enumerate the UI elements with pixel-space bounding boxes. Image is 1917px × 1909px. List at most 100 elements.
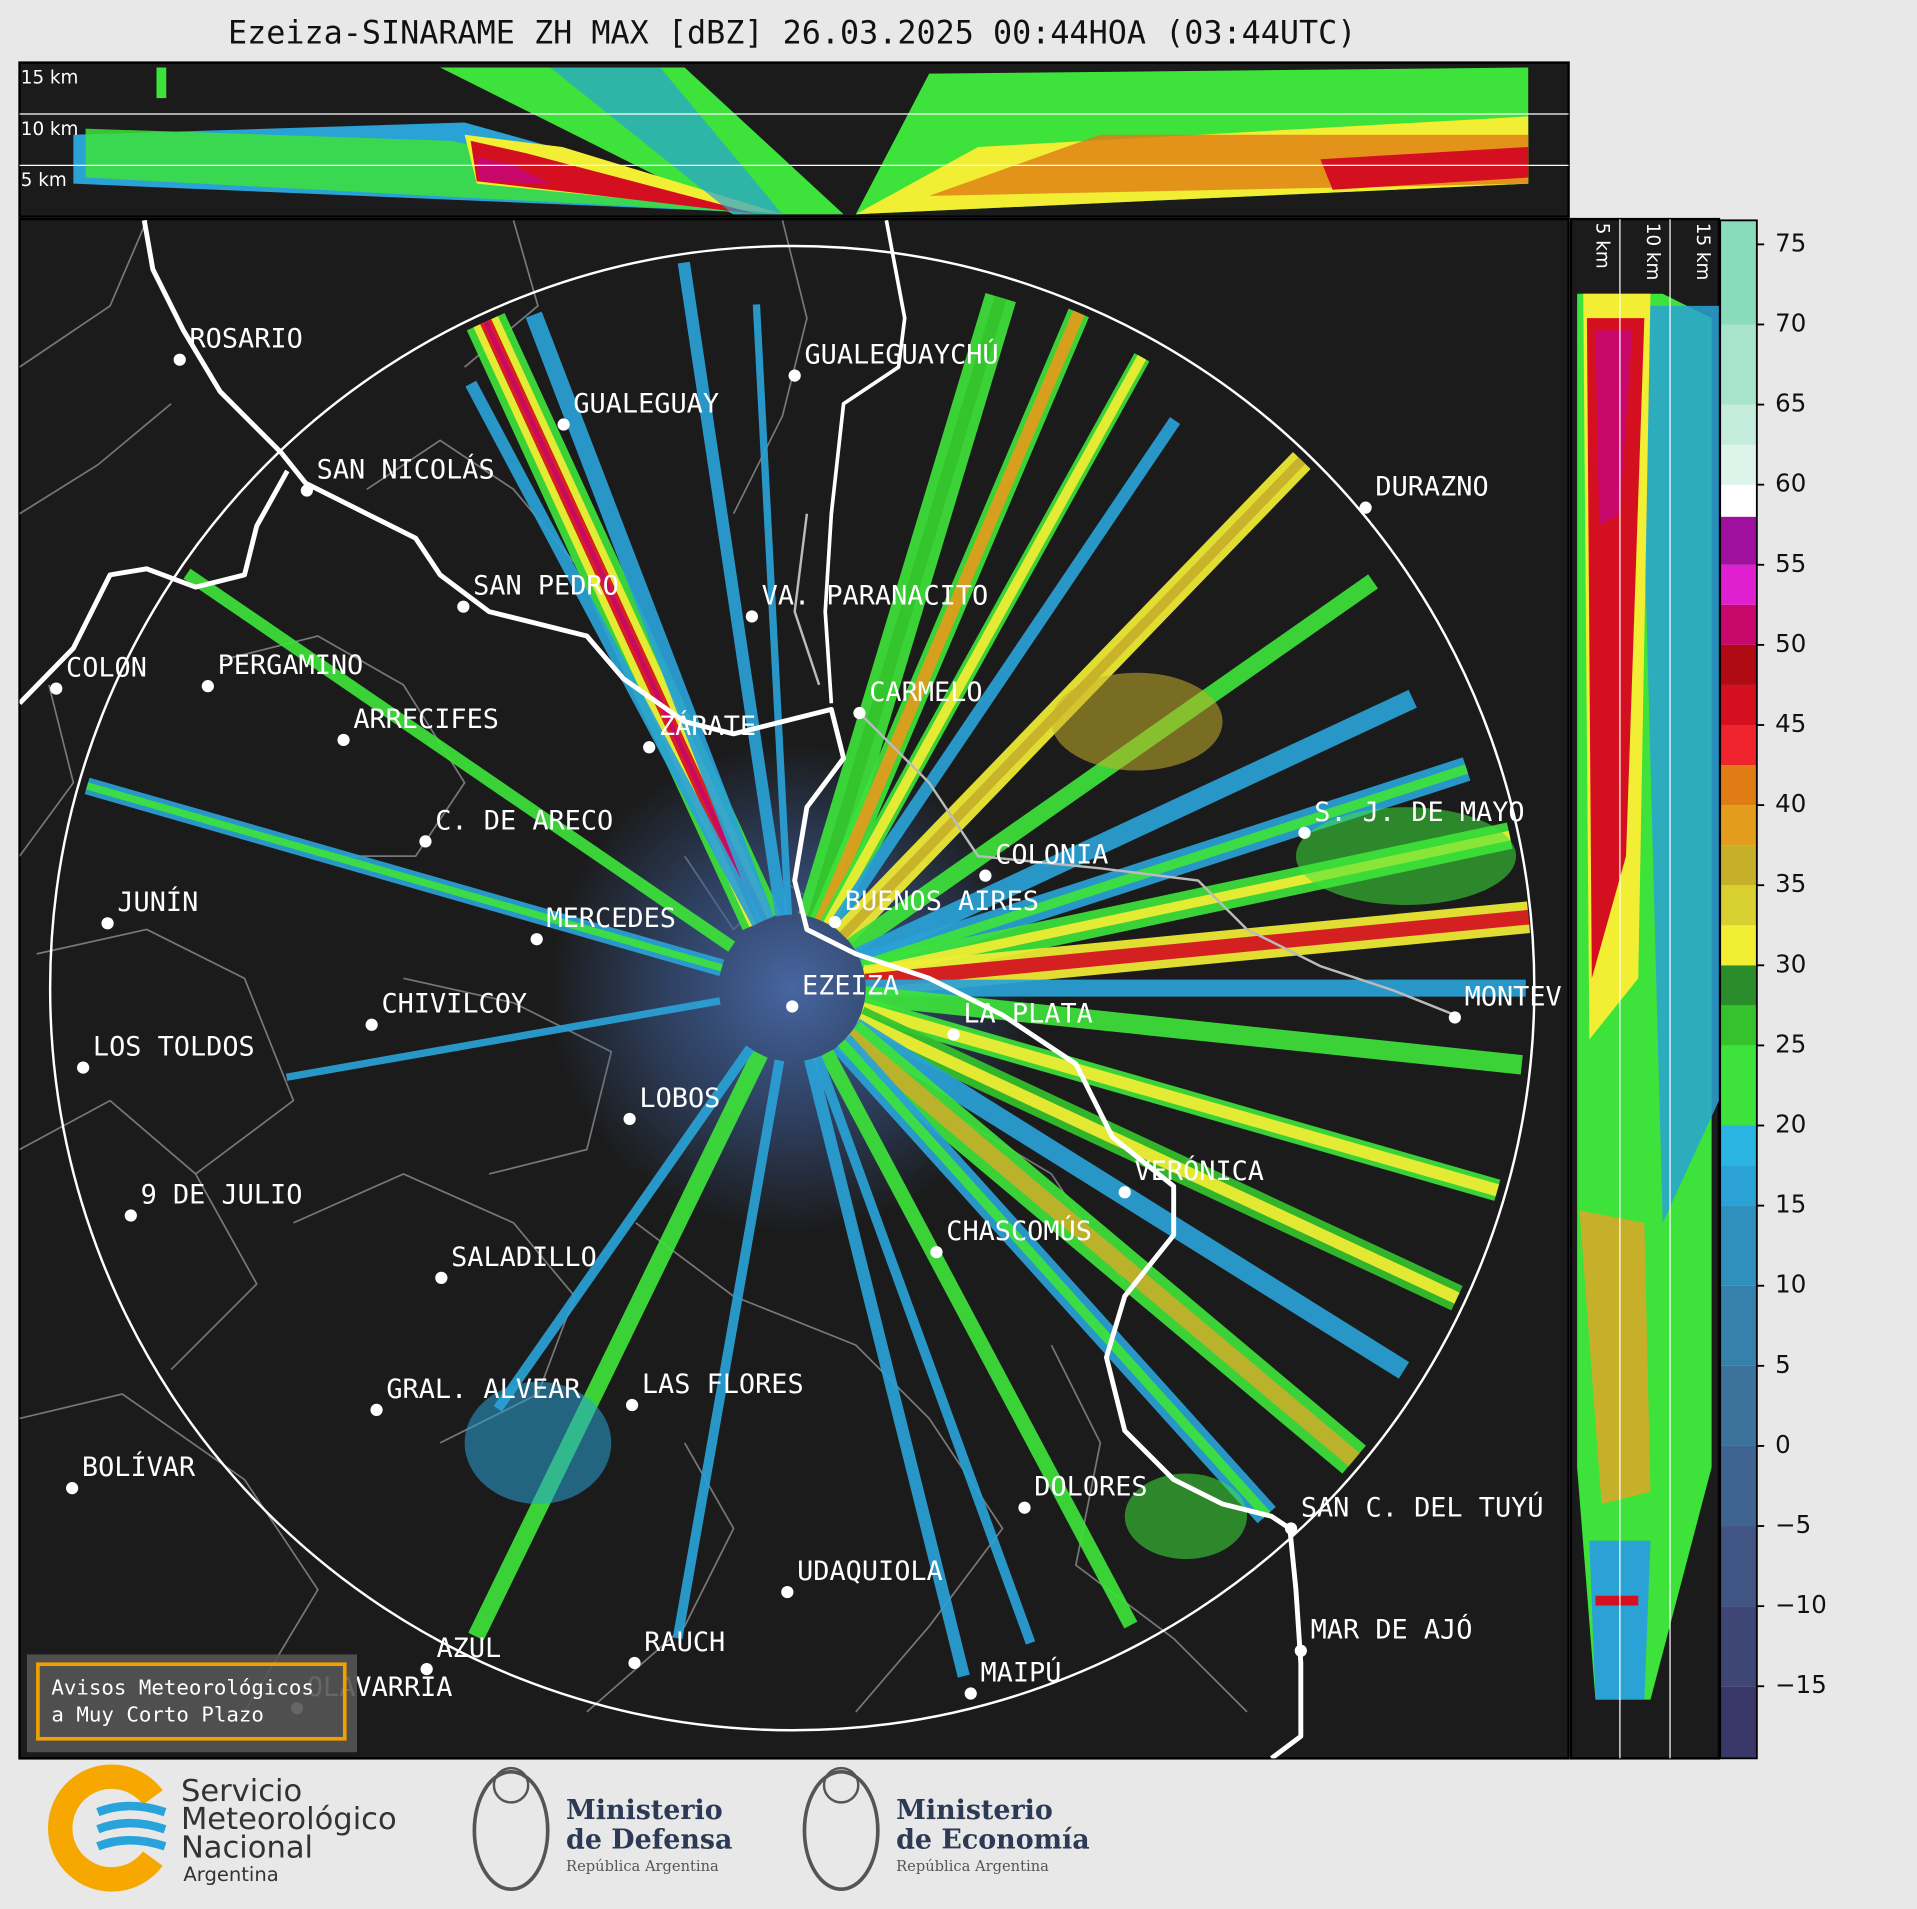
place-label: MAIPÚ <box>981 1656 1062 1688</box>
logo-text: República Argentina <box>896 1858 1049 1875</box>
echo <box>156 67 167 99</box>
echo-ray <box>861 1002 1500 1197</box>
echo-ray <box>820 1049 1138 1629</box>
colorbar-tick-label: 55 <box>1775 549 1806 578</box>
colorbar-segment <box>1720 925 1757 966</box>
height-label: 5 km <box>21 170 67 191</box>
side-echoes <box>1577 219 1719 1759</box>
place-label: SALADILLO <box>451 1242 597 1273</box>
colorbar-tick-label: 60 <box>1775 469 1806 498</box>
smn-ring <box>48 1764 163 1892</box>
colorbar-segment <box>1720 684 1757 725</box>
echo-ray <box>842 1028 1360 1467</box>
colorbar-tick-label: 0 <box>1775 1430 1791 1459</box>
colorbar-segment <box>1720 1526 1757 1607</box>
colorbar-tick-label: 40 <box>1775 789 1806 818</box>
place-dot <box>457 600 470 613</box>
place-label: MERCEDES <box>546 903 675 934</box>
place-label: VA. PARANACITO <box>762 580 989 611</box>
place-dot <box>1284 1522 1298 1535</box>
colorbar-segment <box>1720 885 1757 926</box>
place-label: UDAQUIOLA <box>797 1556 943 1587</box>
colorbar-segment <box>1720 1165 1757 1206</box>
place-label: JUNÍN <box>117 886 198 918</box>
logo-text: Servicio <box>181 1774 302 1809</box>
logo-text: Nacional <box>181 1830 313 1865</box>
logo-text: Ministerio <box>566 1795 723 1826</box>
warning-box-bg[interactable] <box>26 1654 357 1753</box>
echo <box>470 140 758 215</box>
colorbar-tick-label: 50 <box>1775 629 1806 658</box>
coastlines <box>19 219 1304 1759</box>
place-dot <box>337 733 350 747</box>
place-dot <box>1118 1186 1131 1199</box>
place-dot <box>66 1482 79 1495</box>
echo-ray <box>183 568 736 952</box>
colorbar-segment <box>1720 845 1757 886</box>
place-label: LOS TOLDOS <box>93 1032 255 1063</box>
echo-ray <box>823 354 1147 927</box>
place-dot <box>435 1271 448 1284</box>
colorbar-segment <box>1720 1005 1757 1046</box>
logo-text: Ministerio <box>896 1795 1053 1826</box>
colorbar-segment <box>1720 1445 1757 1527</box>
sun <box>822 1766 860 1804</box>
place-label: RAUCH <box>644 1627 725 1658</box>
place-label: LA PLATA <box>963 999 1092 1030</box>
colorbar-tick-label: −5 <box>1775 1510 1811 1539</box>
place-label: BOLÍVAR <box>82 1451 196 1483</box>
echo-cluster <box>464 1381 612 1505</box>
warning-box-border[interactable] <box>36 1662 347 1741</box>
place-dot <box>745 610 758 623</box>
colorbar-tick-label: −15 <box>1775 1670 1827 1699</box>
place-dot <box>643 741 656 754</box>
colorbar-segment <box>1720 516 1757 565</box>
echo <box>1638 305 1719 1223</box>
echo-ray <box>856 1013 1460 1304</box>
height-label: 15 km <box>1692 223 1713 281</box>
echo-ray <box>752 304 793 916</box>
place-dot <box>623 1112 636 1126</box>
place-dot <box>557 418 570 431</box>
echo-ray <box>285 997 721 1081</box>
place-dot <box>530 933 543 946</box>
rivers <box>793 513 1456 1017</box>
place-dot <box>101 917 114 930</box>
colorbar-tick-label: 70 <box>1775 308 1806 337</box>
place-label: ROSARIO <box>189 324 302 355</box>
colorbar-tick-label: 15 <box>1775 1190 1806 1219</box>
place-label: CHASCOMÚS <box>946 1215 1092 1247</box>
colorbar-frame <box>1719 219 1758 1760</box>
place-label: CHIVILCOY <box>381 989 527 1020</box>
warning-box[interactable]: Avisos Meteorológicos a Muy Corto Plazo <box>26 1654 357 1753</box>
logo-text: República Argentina <box>566 1858 719 1875</box>
colorbar-segment <box>1720 1045 1757 1126</box>
echo-cluster <box>1124 1473 1248 1560</box>
echo-ray <box>493 1045 755 1412</box>
place-label: DURAZNO <box>1375 472 1488 503</box>
colorbar-tick-label: 30 <box>1775 949 1806 978</box>
smn-logo: Servicio Meteorológico Nacional Argentin… <box>48 1764 397 1892</box>
place-dot <box>50 682 63 695</box>
place-dot <box>625 1398 639 1412</box>
echo-ray <box>483 320 764 923</box>
place-label: MAR DE AJÓ <box>1311 1614 1473 1646</box>
warning-text[interactable]: Avisos Meteorológicos <box>51 1676 314 1700</box>
colorbar-segment <box>1720 1686 1757 1759</box>
place-dot <box>828 915 842 929</box>
smn-waves <box>96 1801 167 1851</box>
echo-ray <box>465 380 764 927</box>
height-label: 5 km <box>1592 223 1613 269</box>
radar-echoes <box>84 261 1531 1678</box>
place-dot <box>1018 1501 1031 1514</box>
place-dot <box>786 1000 799 1013</box>
echo-ray <box>864 986 1523 1075</box>
warning-text[interactable]: a Muy Corto Plazo <box>51 1703 264 1727</box>
colorbar-segment <box>1720 1365 1757 1446</box>
place-label: 9 DE JULIO <box>141 1179 303 1210</box>
colorbar-segment <box>1720 1205 1757 1286</box>
place-dot <box>853 706 866 720</box>
echo-ray <box>849 1018 1410 1379</box>
colorbar-segment <box>1720 724 1757 766</box>
colorbar-tick-label: 65 <box>1775 389 1806 418</box>
